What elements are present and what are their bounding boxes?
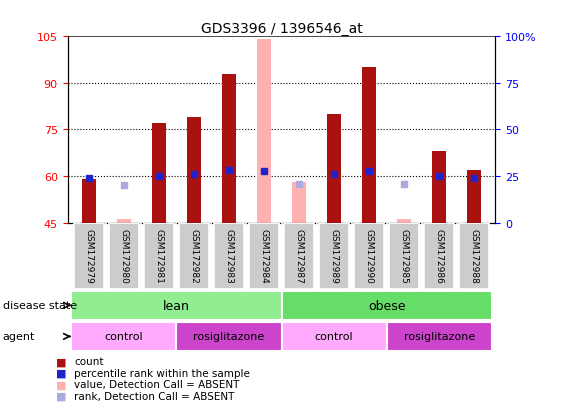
- FancyBboxPatch shape: [71, 322, 176, 351]
- FancyBboxPatch shape: [71, 291, 282, 320]
- Text: agent: agent: [3, 332, 35, 342]
- Text: count: count: [74, 356, 104, 366]
- FancyBboxPatch shape: [390, 223, 419, 289]
- FancyBboxPatch shape: [282, 322, 387, 351]
- Text: rank, Detection Call = ABSENT: rank, Detection Call = ABSENT: [74, 391, 235, 401]
- FancyBboxPatch shape: [425, 223, 454, 289]
- Text: ■: ■: [56, 391, 67, 401]
- Text: GSM172984: GSM172984: [260, 229, 269, 283]
- Text: GSM172985: GSM172985: [400, 229, 409, 283]
- Bar: [327, 115, 341, 223]
- FancyBboxPatch shape: [354, 223, 384, 289]
- Text: rosiglitazone: rosiglitazone: [193, 332, 265, 342]
- Bar: [362, 68, 376, 223]
- FancyBboxPatch shape: [282, 291, 492, 320]
- Text: value, Detection Call = ABSENT: value, Detection Call = ABSENT: [74, 380, 240, 389]
- Text: control: control: [315, 332, 354, 342]
- Title: GDS3396 / 1396546_at: GDS3396 / 1396546_at: [200, 22, 363, 36]
- Bar: [152, 124, 166, 223]
- Bar: [292, 183, 306, 223]
- FancyBboxPatch shape: [284, 223, 314, 289]
- Text: percentile rank within the sample: percentile rank within the sample: [74, 368, 250, 378]
- Bar: [257, 40, 271, 223]
- Text: GSM172982: GSM172982: [189, 229, 198, 283]
- Text: lean: lean: [163, 299, 190, 312]
- Text: GSM172987: GSM172987: [294, 229, 303, 283]
- FancyBboxPatch shape: [214, 223, 244, 289]
- FancyBboxPatch shape: [319, 223, 349, 289]
- FancyBboxPatch shape: [249, 223, 279, 289]
- Bar: [82, 180, 96, 223]
- FancyBboxPatch shape: [176, 322, 282, 351]
- Text: GSM172980: GSM172980: [119, 229, 128, 283]
- Text: rosiglitazone: rosiglitazone: [404, 332, 475, 342]
- Text: GSM172981: GSM172981: [154, 229, 163, 283]
- Bar: [117, 220, 131, 223]
- Text: GSM172990: GSM172990: [365, 229, 374, 283]
- FancyBboxPatch shape: [74, 223, 104, 289]
- FancyBboxPatch shape: [387, 322, 492, 351]
- Bar: [397, 220, 411, 223]
- FancyBboxPatch shape: [109, 223, 138, 289]
- Text: GSM172986: GSM172986: [435, 229, 444, 283]
- Bar: [187, 118, 201, 223]
- Text: control: control: [104, 332, 143, 342]
- Text: obese: obese: [368, 299, 405, 312]
- Text: GSM172979: GSM172979: [84, 229, 93, 283]
- FancyBboxPatch shape: [144, 223, 173, 289]
- Text: GSM172988: GSM172988: [470, 229, 479, 283]
- Text: GSM172983: GSM172983: [225, 229, 234, 283]
- FancyBboxPatch shape: [179, 223, 209, 289]
- Bar: [432, 152, 446, 223]
- Bar: [222, 74, 236, 223]
- FancyBboxPatch shape: [459, 223, 489, 289]
- Text: disease state: disease state: [3, 301, 77, 311]
- Text: ■: ■: [56, 380, 67, 389]
- Text: ■: ■: [56, 356, 67, 366]
- Text: ■: ■: [56, 368, 67, 378]
- Bar: [467, 171, 481, 223]
- Text: GSM172989: GSM172989: [329, 229, 338, 283]
